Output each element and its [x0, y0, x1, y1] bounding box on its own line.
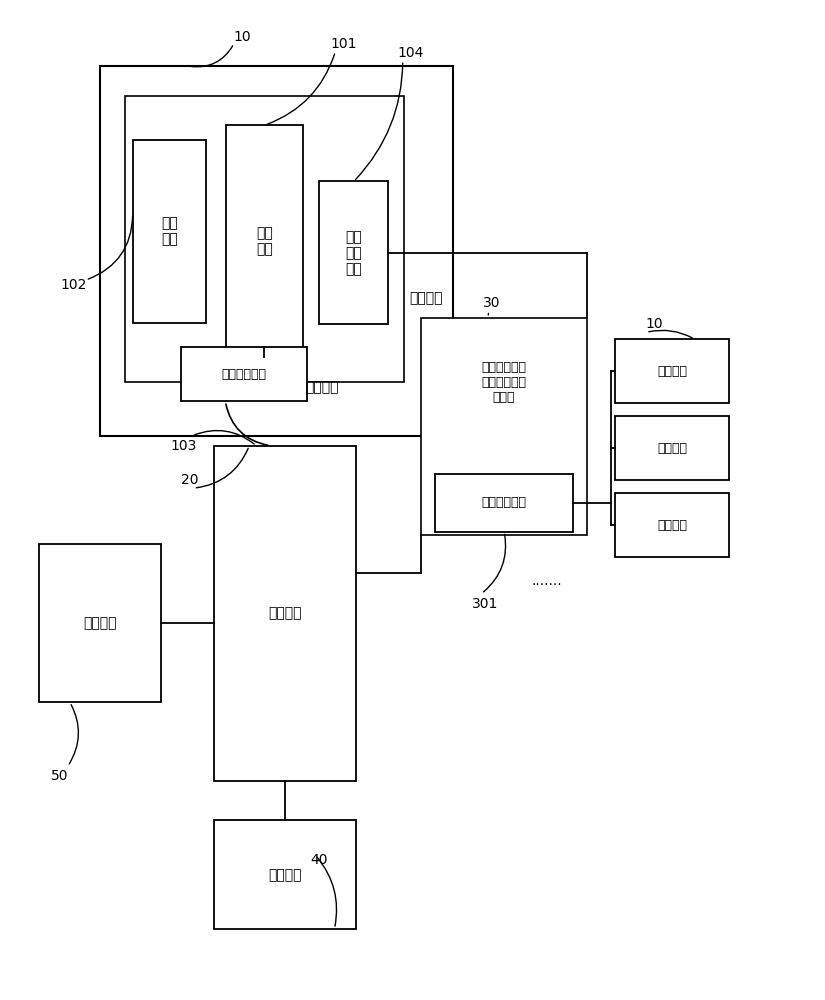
- Bar: [100, 66, 453, 436]
- Text: 102: 102: [60, 278, 87, 292]
- Bar: [226, 125, 303, 357]
- Bar: [125, 96, 404, 382]
- Text: 10: 10: [233, 30, 251, 44]
- Text: 智能终端: 智能终端: [268, 868, 301, 882]
- Bar: [615, 339, 728, 403]
- Bar: [436, 474, 573, 532]
- Text: 104: 104: [398, 46, 424, 60]
- Text: 运行
监测
模块: 运行 监测 模块: [346, 230, 362, 276]
- Bar: [615, 493, 728, 557]
- Text: 地址分发模块: 地址分发模块: [482, 496, 526, 509]
- Text: 照明装置: 照明装置: [657, 519, 687, 532]
- Text: 40: 40: [310, 853, 328, 867]
- Text: 照明装置: 照明装置: [305, 381, 338, 395]
- Text: 通信
模块: 通信 模块: [256, 226, 273, 256]
- Text: 101: 101: [330, 37, 356, 51]
- Text: 照明装置: 照明装置: [657, 442, 687, 455]
- Text: 20: 20: [181, 473, 198, 487]
- Bar: [615, 416, 728, 480]
- Text: 报警模块: 报警模块: [83, 616, 117, 630]
- Text: 驱动
模块: 驱动 模块: [161, 216, 177, 246]
- Text: 主控制器: 主控制器: [268, 606, 301, 620]
- Bar: [214, 446, 356, 781]
- Text: 301: 301: [472, 597, 498, 611]
- Text: .......: .......: [531, 574, 562, 588]
- Bar: [133, 140, 205, 322]
- Bar: [319, 181, 389, 324]
- Text: 30: 30: [483, 296, 501, 310]
- Bar: [40, 544, 161, 702]
- Text: 照明装置: 照明装置: [409, 291, 443, 305]
- Text: 照明装置: 照明装置: [657, 365, 687, 378]
- Text: 兼容多种无线
通讯协议的组
网模块: 兼容多种无线 通讯协议的组 网模块: [481, 361, 526, 404]
- Bar: [214, 820, 356, 929]
- Text: 103: 103: [171, 439, 197, 453]
- Text: 10: 10: [645, 317, 663, 331]
- Bar: [421, 318, 587, 535]
- Bar: [182, 347, 307, 401]
- Text: 50: 50: [51, 769, 68, 783]
- Text: 亮度控制模块: 亮度控制模块: [222, 368, 266, 381]
